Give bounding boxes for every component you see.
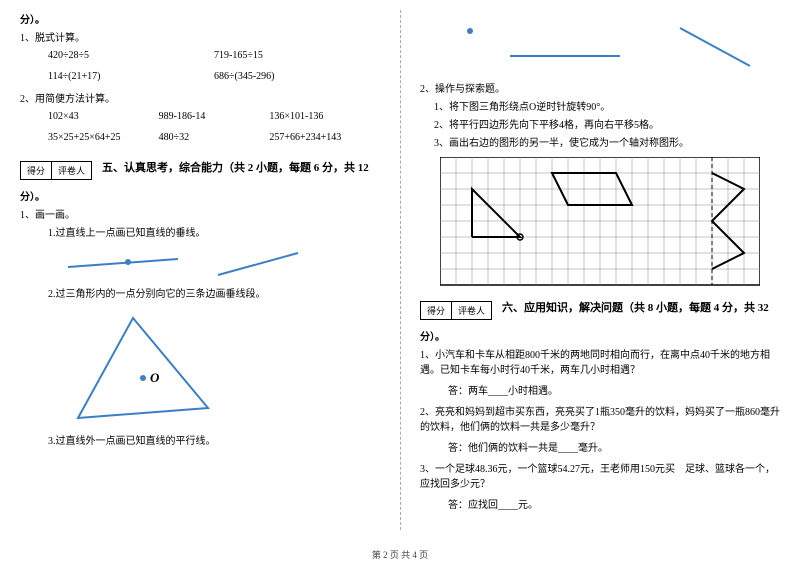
grader-label: 评卷人 [452, 302, 491, 319]
calc-item: 257+66+234+143 [269, 132, 380, 143]
calc-item: 480÷32 [159, 132, 270, 143]
calc-item: 989-186-14 [159, 111, 270, 122]
calc-item: 35×25+25×64+25 [48, 132, 159, 143]
grid-diagram [440, 157, 780, 287]
sub1-label: 1、画一画。 [20, 208, 380, 223]
problem-2: 2、亮亮和妈妈到超市买东西，亮亮买了1瓶350毫升的饮料，妈妈买了一瓶860毫升… [420, 405, 780, 435]
score-label: 得分 [421, 302, 452, 319]
section5-title: 五、认真思考，综合能力（共 2 小题，每题 6 分，共 12 [102, 159, 369, 175]
r-q2-3: 3、画出右边的图形的另一半，使它成为一个轴对称图形。 [420, 136, 780, 151]
section5-end: 分）。 [20, 190, 380, 205]
sub1-3: 3.过直线外一点画已知直线的平行线。 [20, 434, 380, 449]
calc-item: 686÷(345-296) [214, 71, 380, 82]
q1-label: 1、脱式计算。 [20, 31, 380, 46]
r-q2: 2、操作与探索题。 [420, 82, 780, 97]
answer-1: 答：两车____小时相遇。 [448, 382, 780, 397]
grader-label: 评卷人 [52, 162, 91, 179]
right-column: 2、操作与探索题。 1、将下图三角形绕点O逆时针旋转90°。 2、将平行四边形先… [400, 0, 800, 540]
score-label: 得分 [21, 162, 52, 179]
calc-row-2: 114÷(21+17) 686÷(345-296) [48, 71, 380, 82]
r-q2-2: 2、将平行四边形先向下平移4格，再向右平移5格。 [420, 118, 780, 133]
section6-title: 六、应用知识，解决问题（共 8 小题，每题 4 分，共 32 [502, 299, 769, 315]
problem-3: 3、一个足球48.36元，一个篮球54.27元，王老师用150元买 足球、篮球各… [420, 462, 780, 492]
q2-label: 2、用简便方法计算。 [20, 92, 380, 107]
calc-item: 719-165÷15 [214, 50, 380, 61]
calc-item: 420÷28÷5 [48, 50, 214, 61]
section6-end: 分）。 [420, 330, 780, 345]
sub1-2: 2.过三角形内的一点分别向它的三条边画垂线段。 [20, 287, 380, 302]
top-lines-svg [420, 16, 780, 76]
problem-1: 1、小汽车和卡车从相距800千米的两地同时相向而行，在离中点40千米的地方相遇。… [420, 348, 780, 378]
calc-item: 102×43 [48, 111, 159, 122]
svg-text:O: O [150, 370, 160, 385]
calc-row-4: 35×25+25×64+25 480÷32 257+66+234+143 [48, 132, 380, 143]
section6-heading: 得分 评卷人 六、应用知识，解决问题（共 8 小题，每题 4 分，共 32 [420, 293, 780, 320]
sub1-1: 1.过直线上一点画已知直线的垂线。 [20, 226, 380, 241]
triangle-svg: O [20, 308, 380, 428]
answer-3: 答：应找回____元。 [448, 496, 780, 511]
calc-item: 114÷(21+17) [48, 71, 214, 82]
score-box-2: 得分 评卷人 [420, 301, 492, 320]
section5-heading: 得分 评卷人 五、认真思考，综合能力（共 2 小题，每题 6 分，共 12 [20, 153, 380, 180]
calc-item: 136×101-136 [269, 111, 380, 122]
left-column: 分）。 1、脱式计算。 420÷28÷5 719-165÷15 114÷(21+… [0, 0, 400, 540]
column-divider [400, 10, 401, 530]
page-footer: 第 2 页 共 4 页 [0, 548, 800, 561]
calc-row-3: 102×43 989-186-14 136×101-136 [48, 111, 380, 122]
line-with-point-svg [20, 247, 380, 281]
section-end-label: 分）。 [20, 13, 380, 28]
score-box: 得分 评卷人 [20, 161, 92, 180]
calc-row-1: 420÷28÷5 719-165÷15 [48, 50, 380, 61]
r-q2-1: 1、将下图三角形绕点O逆时针旋转90°。 [420, 100, 780, 115]
answer-2: 答：他们俩的饮料一共是____毫升。 [448, 439, 780, 454]
